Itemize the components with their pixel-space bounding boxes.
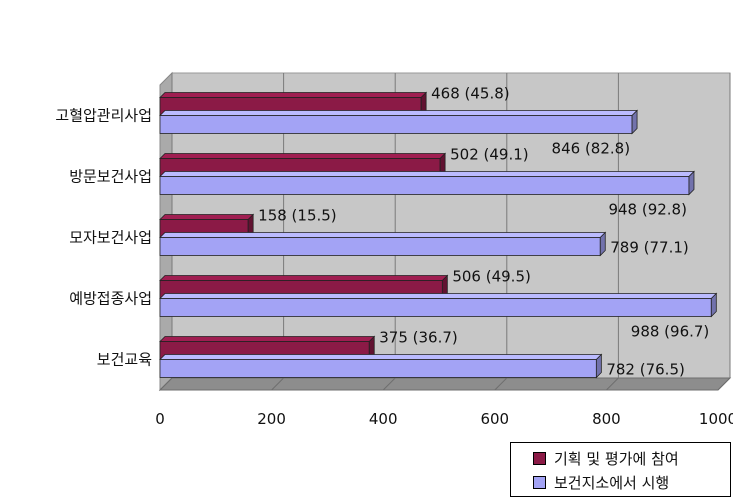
x-tick-label: 600 (480, 410, 509, 428)
gridline-floor (271, 377, 284, 391)
gridline-floor (159, 377, 173, 391)
legend-swatch-series-1 (533, 452, 546, 465)
bar-series-2 (159, 237, 601, 256)
bar-top-series-2 (159, 293, 718, 299)
bar-top-series-2 (159, 354, 603, 360)
data-label-series-1: 502 (49.1) (450, 146, 529, 164)
gridline-floor (494, 377, 508, 391)
data-label-series-2: 846 (82.8) (552, 140, 631, 158)
y-category-label: 방문보건사업 (69, 168, 152, 186)
x-tick-label: 800 (592, 410, 621, 428)
bar-top-series-1 (159, 275, 449, 281)
bar-series-2 (159, 176, 690, 195)
bar-top-series-1 (159, 214, 255, 220)
data-label-series-1: 506 (49.5) (452, 268, 531, 286)
data-label-series-1: 375 (36.7) (379, 329, 458, 347)
y-category-label: 모자보건사업 (69, 229, 152, 247)
bar-end-series-2 (688, 170, 695, 196)
x-tick-label: 0 (155, 410, 165, 428)
data-label-series-1: 158 (15.5) (258, 207, 337, 225)
bar-end-series-2 (599, 231, 606, 257)
y-category-label: 예방접종사업 (69, 290, 152, 308)
bar-end-series-2 (710, 292, 717, 318)
bar-top-series-1 (159, 153, 447, 159)
bar-top-series-1 (159, 336, 376, 342)
data-label-series-2: 948 (92.8) (608, 201, 687, 219)
plot-floor (158, 377, 732, 391)
bar-end-series-2 (631, 109, 638, 135)
bar-top-series-2 (159, 110, 639, 116)
bar-series-2 (159, 115, 633, 134)
legend-swatch-series-2 (533, 476, 546, 489)
data-label-series-2: 988 (96.7) (631, 323, 710, 341)
y-category-label: 보건교육 (97, 351, 152, 369)
data-label-series-2: 782 (76.5) (606, 361, 685, 379)
bar-top-series-2 (159, 232, 607, 238)
legend-item-series-2: 보건지소에서 시행 (533, 473, 669, 493)
bar-series-2 (159, 359, 597, 378)
legend-item-series-1: 기획 및 평가에 참여 (533, 449, 679, 469)
bar-top-series-2 (159, 171, 695, 177)
bar-end-series-2 (595, 353, 602, 379)
gridline-floor (717, 377, 731, 391)
x-tick-label: 400 (369, 410, 398, 428)
data-label-series-1: 468 (45.8) (431, 85, 510, 103)
legend-label-series-1: 기획 및 평가에 참여 (554, 450, 679, 468)
y-category-label: 고혈압관리사업 (55, 107, 152, 125)
legend-label-series-2: 보건지소에서 시행 (554, 474, 670, 492)
legend: 기획 및 평가에 참여 보건지소에서 시행 (510, 442, 731, 497)
data-label-series-2: 789 (77.1) (610, 239, 689, 257)
bar-top-series-1 (159, 92, 428, 98)
x-tick-label: 200 (257, 410, 286, 428)
gridline-floor (382, 377, 396, 391)
bar-series-2 (159, 298, 712, 317)
x-tick-label: 1000 (699, 410, 733, 428)
gridline-floor (606, 377, 619, 391)
